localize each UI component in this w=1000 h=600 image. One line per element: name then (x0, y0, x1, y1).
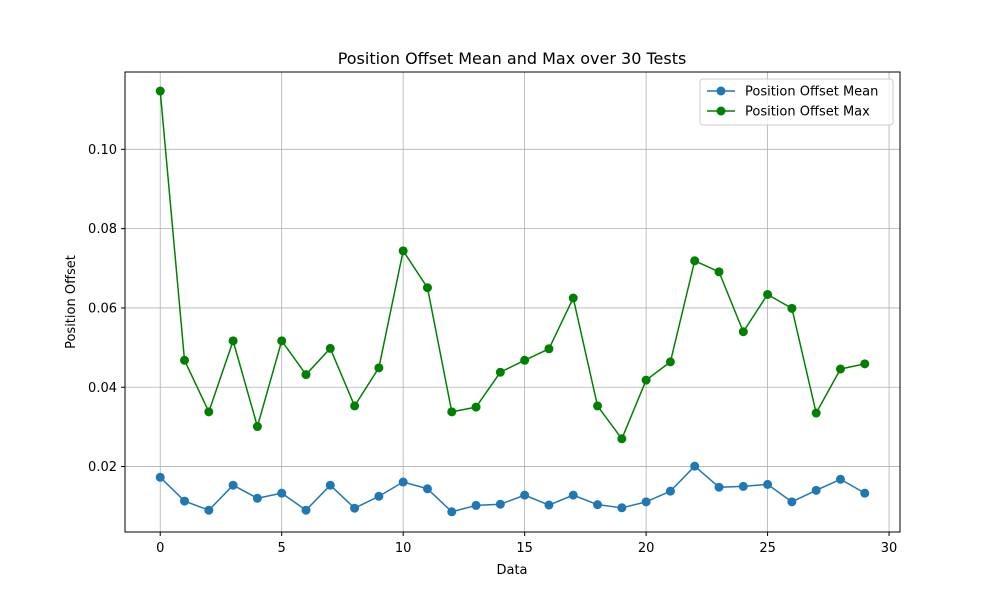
data-point-position-offset-mean (520, 490, 530, 500)
x-tick-label: 30 (881, 541, 898, 556)
data-point-position-offset-mean (471, 500, 481, 510)
data-point-position-offset-mean (593, 500, 603, 510)
legend-marker (716, 106, 726, 116)
data-point-position-offset-max (252, 422, 262, 432)
data-point-position-offset-max (422, 283, 432, 293)
data-point-position-offset-max (447, 407, 457, 417)
data-point-position-offset-max (277, 336, 287, 346)
data-point-position-offset-mean (495, 499, 505, 509)
data-point-position-offset-max (787, 303, 797, 313)
legend-label: Position Offset Max (745, 105, 870, 120)
series-group (155, 86, 870, 517)
data-point-position-offset-max (568, 293, 578, 303)
data-point-position-offset-max (180, 355, 190, 365)
data-point-position-offset-max (374, 363, 384, 373)
data-point-position-offset-mean (617, 503, 627, 513)
legend-entry-position-offset-max: Position Offset Max (707, 105, 870, 120)
series-line-position-offset-max (159, 90, 865, 440)
y-tick-label: 0.08 (88, 222, 117, 237)
data-point-position-offset-mean (860, 488, 870, 498)
data-point-position-offset-max (301, 370, 311, 380)
x-tick-label: 15 (516, 541, 533, 556)
data-point-position-offset-mean (544, 500, 554, 510)
y-tick-label: 0.02 (88, 460, 117, 475)
data-point-position-offset-max (860, 359, 870, 369)
x-tick-label: 10 (395, 541, 412, 556)
chart-title: Position Offset Mean and Max over 30 Tes… (338, 49, 687, 68)
data-point-position-offset-max (617, 434, 627, 444)
data-point-position-offset-max (811, 408, 821, 418)
data-point-position-offset-max (641, 375, 651, 385)
data-point-position-offset-max (763, 289, 773, 299)
data-point-position-offset-mean (763, 479, 773, 489)
data-point-position-offset-mean (835, 474, 845, 484)
data-point-position-offset-mean (277, 488, 287, 498)
data-point-position-offset-max (325, 343, 335, 353)
data-point-position-offset-max (520, 355, 530, 365)
data-point-position-offset-mean (252, 493, 262, 503)
data-point-position-offset-mean (690, 461, 700, 471)
data-point-position-offset-mean (180, 496, 190, 506)
x-tick-label: 0 (156, 541, 164, 556)
data-point-position-offset-mean (155, 472, 165, 482)
data-point-position-offset-mean (641, 497, 651, 507)
data-point-position-offset-mean (228, 480, 238, 490)
data-point-position-offset-max (544, 344, 554, 354)
data-point-position-offset-mean (325, 480, 335, 490)
x-tick-label: 25 (759, 541, 776, 556)
data-point-position-offset-mean (447, 507, 457, 517)
legend: Position Offset Mean Position Offset Max (699, 78, 894, 126)
data-point-position-offset-max (204, 407, 214, 417)
x-tick-label: 20 (638, 541, 655, 556)
legend-label: Position Offset Mean (745, 85, 878, 100)
data-point-position-offset-max (835, 364, 845, 374)
data-point-position-offset-mean (398, 477, 408, 487)
data-point-position-offset-max (714, 267, 724, 277)
data-point-position-offset-max (350, 401, 360, 411)
data-point-position-offset-max (155, 86, 165, 96)
x-tick-label: 5 (278, 541, 286, 556)
y-tick-label: 0.10 (88, 143, 117, 158)
axis-ticks: 0 5 10 15 20 25 30 0.02 0.04 0.06 0.08 0.10 (88, 143, 897, 556)
series-position-offset-max (155, 86, 870, 444)
data-point-position-offset-mean (301, 505, 311, 515)
x-axis-label: Data (496, 563, 527, 578)
data-point-position-offset-max (398, 246, 408, 256)
grid-lines (125, 72, 900, 532)
data-point-position-offset-mean (422, 484, 432, 494)
legend-marker (716, 86, 726, 96)
plot-frame (124, 71, 901, 533)
data-point-position-offset-mean (714, 482, 724, 492)
data-point-position-offset-mean (204, 505, 214, 515)
legend-box (699, 78, 894, 126)
data-point-position-offset-max (593, 401, 603, 411)
data-point-position-offset-max (690, 256, 700, 266)
data-point-position-offset-mean (374, 491, 384, 501)
y-tick-label: 0.04 (88, 381, 117, 396)
data-point-position-offset-max (738, 327, 748, 337)
series-position-offset-mean (155, 461, 870, 517)
data-point-position-offset-max (228, 336, 238, 346)
data-point-position-offset-mean (738, 481, 748, 491)
data-point-position-offset-max (665, 357, 675, 367)
y-axis-label: Position Offset (64, 255, 79, 349)
data-point-position-offset-max (495, 367, 505, 377)
data-point-position-offset-mean (787, 497, 797, 507)
data-point-position-offset-mean (665, 486, 675, 496)
data-point-position-offset-mean (568, 490, 578, 500)
y-tick-label: 0.06 (88, 301, 117, 316)
data-point-position-offset-mean (350, 503, 360, 513)
data-point-position-offset-max (471, 402, 481, 412)
data-point-position-offset-mean (811, 485, 821, 495)
legend-entry-position-offset-mean: Position Offset Mean (707, 85, 878, 100)
